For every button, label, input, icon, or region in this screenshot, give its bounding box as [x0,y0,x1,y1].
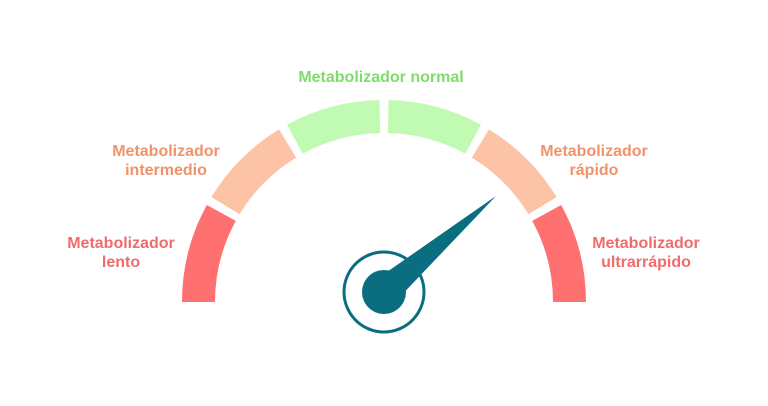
label-rapido-2: rápido [570,162,619,179]
gauge-segments [182,100,586,302]
label-ultrarrapido-2: ultrarrápido [601,254,691,271]
knob-ring [342,250,426,334]
label-normal: Metabolizador normal [298,69,463,86]
label-lento-1: Metabolizador [67,235,175,252]
label-intermedio-2: intermedio [125,162,207,179]
needle [374,196,496,303]
label-intermedio-1: Metabolizador [112,143,220,160]
gauge-segment [182,204,236,302]
gauge-segment [471,129,557,215]
label-ultrarrapido-1: Metabolizador [592,235,700,252]
gauge-segment [211,129,297,215]
knob [362,270,406,314]
label-rapido-1: Metabolizador [540,143,648,160]
gauge-segment [286,100,381,154]
label-lento-2: lento [102,254,140,271]
gauge-segment [387,100,482,154]
gauge-segment [532,204,586,302]
